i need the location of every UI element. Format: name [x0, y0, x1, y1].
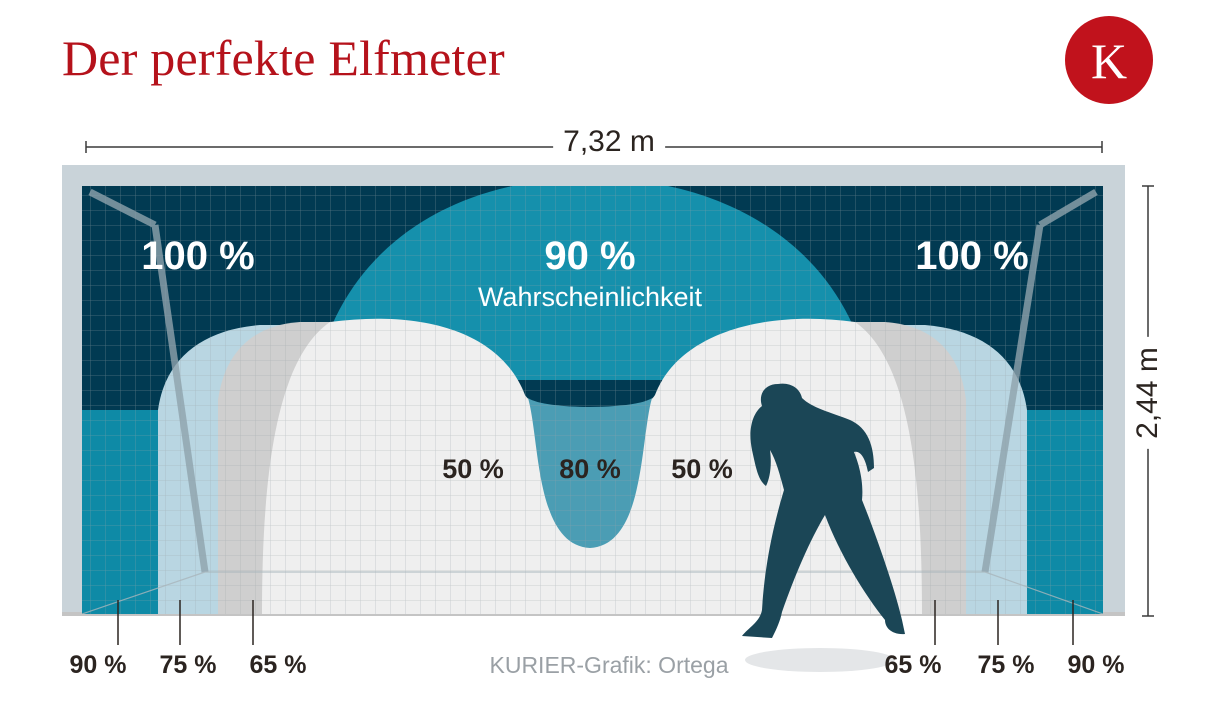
- kurier-logo: K: [1065, 16, 1153, 104]
- zone-bottom-left-1: 90 %: [69, 651, 127, 679]
- logo-letter: K: [1090, 33, 1128, 89]
- goalkeeper-silhouette: [742, 383, 905, 638]
- zone-mid-left-value: 50 %: [442, 454, 504, 484]
- zone-top-center-value: 90 %: [544, 234, 636, 278]
- keeper-shadow: [745, 648, 895, 672]
- graphic-credit: KURIER-Grafik: Ortega: [489, 652, 729, 678]
- zone-bottom-left-2: 75 %: [159, 651, 217, 679]
- zone-mid-center-value: 80 %: [559, 454, 621, 484]
- page-title: Der perfekte Elfmeter: [62, 30, 505, 86]
- zone-bottom-right-3: 90 %: [1067, 651, 1125, 679]
- goal-width-label: 7,32 m: [553, 127, 665, 157]
- zone-top-left-value: 100 %: [141, 234, 255, 278]
- zone-bottom-right-2: 75 %: [977, 651, 1035, 679]
- zone-top-center-caption: Wahrscheinlichkeit: [477, 282, 703, 312]
- bottom-leader-lines: [117, 600, 1074, 645]
- zone-top-right-value: 100 %: [915, 234, 1029, 278]
- goal-net: [82, 186, 1103, 614]
- zone-bottom-right-1: 65 %: [884, 651, 942, 679]
- goal-back-frame: [88, 188, 1098, 573]
- goal-height-label: 2,44 m: [1131, 337, 1164, 449]
- zone-bottom-left-3: 65 %: [249, 651, 307, 679]
- zone-mid-right-value: 50 %: [671, 454, 733, 484]
